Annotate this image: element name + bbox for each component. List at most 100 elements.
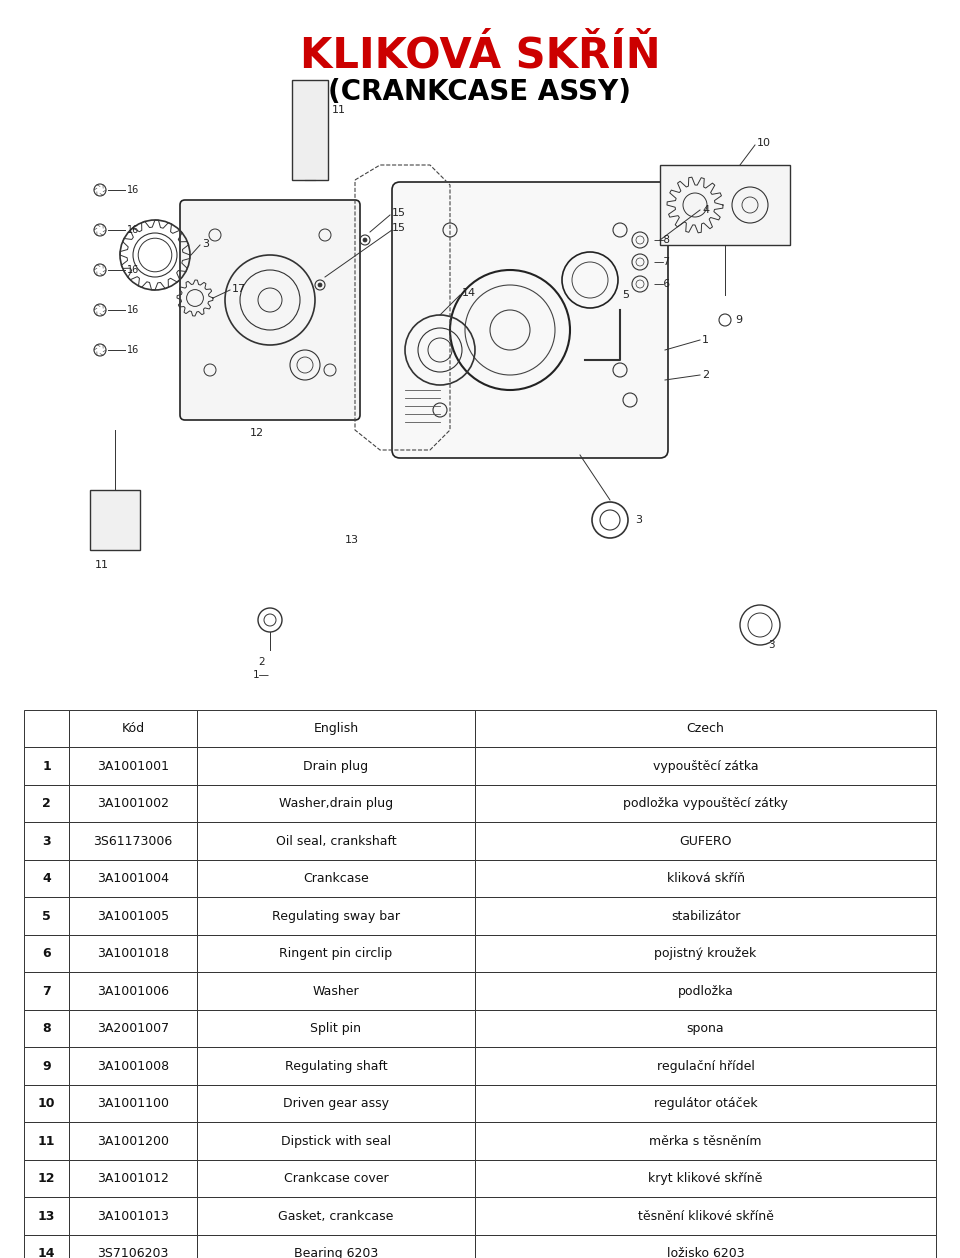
FancyBboxPatch shape bbox=[392, 182, 668, 458]
Bar bbox=[69, 785, 197, 823]
Text: 9: 9 bbox=[42, 1059, 51, 1073]
Text: měrka s těsněním: měrka s těsněním bbox=[649, 1135, 762, 1147]
Bar bbox=[69, 1084, 197, 1122]
Bar bbox=[475, 972, 936, 1010]
Text: 3: 3 bbox=[768, 640, 775, 650]
Text: Regulating sway bar: Regulating sway bar bbox=[272, 910, 400, 922]
Bar bbox=[24, 1198, 69, 1235]
Text: Driven gear assy: Driven gear assy bbox=[283, 1097, 389, 1110]
Bar bbox=[69, 1122, 197, 1160]
Text: —7: —7 bbox=[653, 257, 670, 267]
Bar bbox=[24, 1160, 69, 1198]
Text: Crankcase: Crankcase bbox=[303, 872, 369, 886]
Text: podložka: podložka bbox=[678, 985, 733, 998]
Bar bbox=[197, 1122, 475, 1160]
Text: 15: 15 bbox=[392, 223, 406, 233]
Bar bbox=[69, 1048, 197, 1084]
Bar bbox=[69, 1160, 197, 1198]
Bar bbox=[24, 785, 69, 823]
Bar bbox=[24, 1235, 69, 1258]
Text: spona: spona bbox=[686, 1023, 725, 1035]
Text: kliková skříň: kliková skříň bbox=[666, 872, 745, 886]
Text: 3: 3 bbox=[42, 835, 51, 848]
Circle shape bbox=[363, 238, 367, 242]
Text: regulátor otáček: regulátor otáček bbox=[654, 1097, 757, 1110]
Bar bbox=[197, 1048, 475, 1084]
Circle shape bbox=[318, 283, 322, 287]
Text: 3A1001013: 3A1001013 bbox=[97, 1210, 169, 1223]
Bar bbox=[69, 1010, 197, 1048]
Bar bbox=[197, 1084, 475, 1122]
Bar bbox=[660, 165, 790, 245]
Bar bbox=[197, 972, 475, 1010]
Bar bbox=[475, 710, 936, 747]
Text: Czech: Czech bbox=[686, 722, 725, 735]
Text: 3S61173006: 3S61173006 bbox=[93, 835, 173, 848]
FancyBboxPatch shape bbox=[180, 200, 360, 420]
Bar bbox=[24, 1084, 69, 1122]
Bar bbox=[197, 785, 475, 823]
Text: těsnění klikové skříně: těsnění klikové skříně bbox=[637, 1210, 774, 1223]
Text: 1: 1 bbox=[42, 760, 51, 772]
Text: 3A1001200: 3A1001200 bbox=[97, 1135, 169, 1147]
Bar bbox=[90, 491, 140, 550]
Text: regulační hřídel: regulační hřídel bbox=[657, 1059, 755, 1073]
Text: 3A1001012: 3A1001012 bbox=[97, 1172, 169, 1185]
Text: 12: 12 bbox=[37, 1172, 56, 1185]
Bar bbox=[475, 860, 936, 897]
Bar bbox=[197, 1235, 475, 1258]
Bar bbox=[69, 823, 197, 860]
Text: 16: 16 bbox=[127, 345, 139, 355]
Text: (CRANKCASE ASSY): (CRANKCASE ASSY) bbox=[328, 78, 632, 106]
Bar bbox=[69, 860, 197, 897]
Text: 4: 4 bbox=[702, 205, 709, 215]
Bar bbox=[24, 823, 69, 860]
Text: 16: 16 bbox=[127, 304, 139, 314]
Bar bbox=[197, 860, 475, 897]
Text: —6: —6 bbox=[653, 279, 670, 289]
Bar bbox=[69, 972, 197, 1010]
Bar bbox=[197, 1010, 475, 1048]
Text: 1—: 1— bbox=[253, 671, 270, 681]
Text: Drain plug: Drain plug bbox=[303, 760, 369, 772]
Bar bbox=[475, 897, 936, 935]
Bar bbox=[197, 1160, 475, 1198]
Text: Washer,drain plug: Washer,drain plug bbox=[279, 798, 393, 810]
Bar bbox=[475, 1198, 936, 1235]
Text: ložisko 6203: ložisko 6203 bbox=[667, 1247, 744, 1258]
Bar bbox=[475, 935, 936, 972]
Bar bbox=[69, 935, 197, 972]
Bar bbox=[24, 860, 69, 897]
Text: 9: 9 bbox=[735, 314, 742, 325]
Text: 14: 14 bbox=[462, 288, 476, 298]
Text: stabilizátor: stabilizátor bbox=[671, 910, 740, 922]
Text: Split pin: Split pin bbox=[310, 1023, 362, 1035]
Text: 5: 5 bbox=[622, 291, 629, 299]
Bar bbox=[24, 1122, 69, 1160]
Text: 12: 12 bbox=[250, 428, 264, 438]
Bar bbox=[475, 1235, 936, 1258]
Text: Dipstick with seal: Dipstick with seal bbox=[281, 1135, 391, 1147]
Text: Crankcase cover: Crankcase cover bbox=[284, 1172, 388, 1185]
Text: 11: 11 bbox=[332, 104, 346, 114]
Text: Kód: Kód bbox=[121, 722, 145, 735]
Text: 3A1001018: 3A1001018 bbox=[97, 947, 169, 960]
Text: 14: 14 bbox=[37, 1247, 56, 1258]
Text: 4: 4 bbox=[42, 872, 51, 886]
Bar bbox=[197, 747, 475, 785]
Text: 5: 5 bbox=[42, 910, 51, 922]
Text: Gasket, crankcase: Gasket, crankcase bbox=[278, 1210, 394, 1223]
Text: 11: 11 bbox=[37, 1135, 56, 1147]
Text: 3A1001001: 3A1001001 bbox=[97, 760, 169, 772]
Bar bbox=[69, 897, 197, 935]
Text: 6: 6 bbox=[42, 947, 51, 960]
Text: 3: 3 bbox=[202, 239, 209, 249]
Bar bbox=[475, 823, 936, 860]
Text: 3A1001008: 3A1001008 bbox=[97, 1059, 169, 1073]
Text: 13: 13 bbox=[37, 1210, 56, 1223]
Bar bbox=[24, 1010, 69, 1048]
Text: podložka vypouštěcí zátky: podložka vypouštěcí zátky bbox=[623, 798, 788, 810]
Text: 10: 10 bbox=[757, 138, 771, 148]
Bar bbox=[475, 1122, 936, 1160]
Bar bbox=[24, 1048, 69, 1084]
